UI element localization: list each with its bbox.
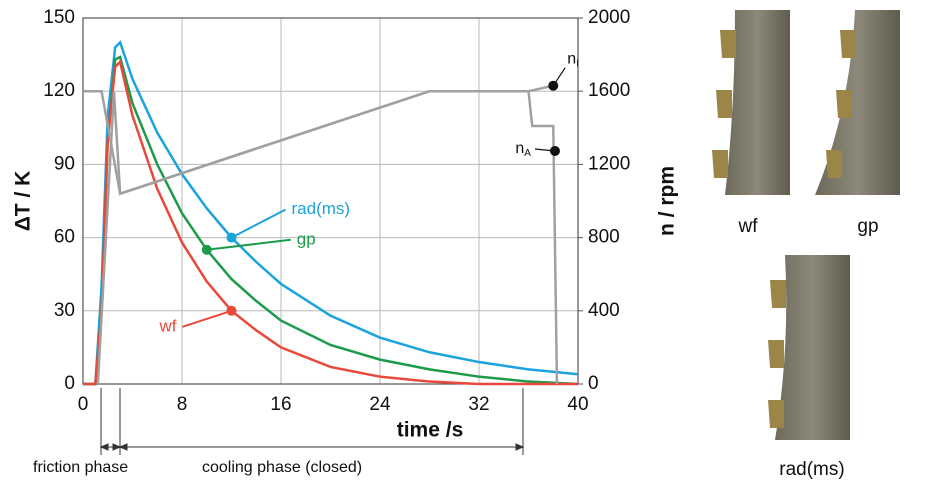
photo-label: wf [738, 216, 759, 237]
x-tick-label: 0 [78, 394, 89, 415]
y2-tick-label: 0 [588, 373, 599, 394]
series-line [83, 55, 579, 386]
photos: wf gp rad(ms) [712, 10, 900, 480]
y2-axis-label: n / rpm [656, 166, 679, 236]
annotation-leader [182, 309, 232, 328]
speed-leader [534, 148, 556, 152]
speed-leader [552, 67, 566, 87]
photo-teeth [712, 30, 736, 178]
annotation-dot [201, 244, 212, 255]
y2-tick-label: 1200 [588, 153, 630, 174]
speed-label: nI [567, 51, 579, 69]
photo-teeth [826, 30, 856, 178]
x-axis-label: time /s [397, 419, 464, 442]
y-tick-label: 120 [43, 80, 75, 101]
y-tick-label: 60 [54, 227, 75, 248]
photo-teeth [768, 280, 786, 428]
photo-rad [775, 255, 850, 440]
speed-label-base: n [567, 51, 576, 68]
speed-label-sub: A [524, 148, 531, 159]
y2-tick-label: 2000 [588, 7, 630, 28]
y-tick-label: 30 [54, 300, 75, 321]
y-tick-label: 150 [43, 7, 75, 28]
x-tick-label: 40 [567, 394, 588, 415]
photo-label: rad(ms) [779, 459, 844, 480]
x-tick-label: 32 [468, 394, 489, 415]
x-tick-label: 24 [369, 394, 391, 415]
phase-label: friction phase [33, 459, 128, 476]
series-line [83, 59, 578, 386]
speed-label: nA [515, 140, 531, 158]
speed-label-base: n [515, 140, 524, 157]
photo-label: gp [857, 216, 878, 237]
photo-gp [815, 10, 900, 195]
series-line [83, 40, 579, 386]
annotation-leader [231, 208, 286, 239]
series-label: rad(ms) [292, 199, 351, 218]
phase-arrows [99, 388, 525, 455]
plot-frame [82, 17, 579, 385]
series-label: wf [159, 316, 177, 335]
photo-wf [725, 10, 790, 195]
annotation-dot [226, 305, 237, 316]
y2-tick-label: 1600 [588, 80, 630, 101]
y-tick-label: 90 [54, 153, 75, 174]
speed-label-sub: I [576, 58, 579, 69]
arrowheads [99, 443, 525, 451]
x-tick-label: 8 [177, 394, 188, 415]
annotation-leader [206, 238, 291, 251]
annotation-dot [226, 232, 237, 243]
y-axis-label: ΔT / K [12, 171, 35, 232]
y2-tick-label: 400 [588, 300, 620, 321]
y-tick-label: 0 [64, 373, 75, 394]
series-line [96, 89, 559, 385]
x-tick-label: 16 [270, 394, 291, 415]
phase-label: cooling phase (closed) [202, 459, 362, 476]
y2-tick-label: 800 [588, 227, 620, 248]
series-label: gp [297, 229, 316, 248]
